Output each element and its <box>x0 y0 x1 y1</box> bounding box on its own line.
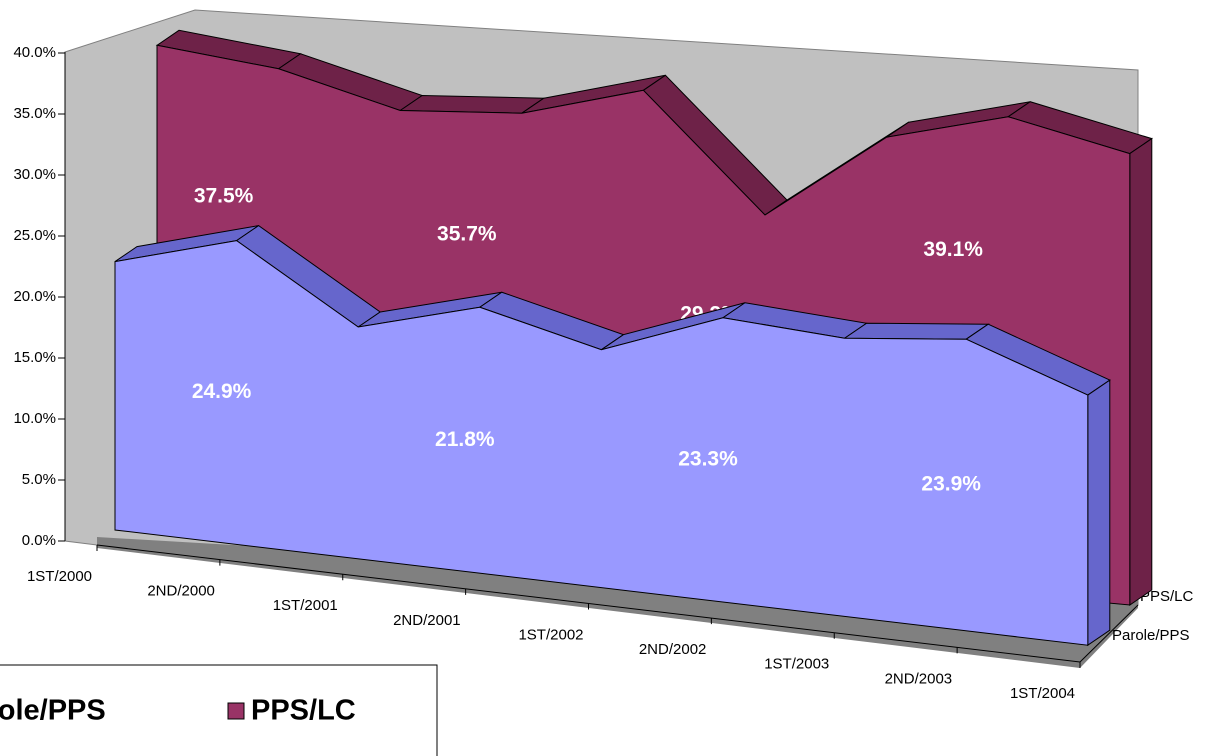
data-label: 23.9% <box>921 473 981 496</box>
x-tick-label: 2ND/2002 <box>639 641 707 658</box>
area-side <box>1129 137 1153 606</box>
x-tick-label: 1ST/2000 <box>27 568 92 585</box>
y-tick-label: 20.0% <box>13 288 56 305</box>
data-label: 24.9% <box>192 380 252 403</box>
y-tick-label: 30.0% <box>13 166 56 183</box>
depth-label: Parole/PPS <box>1112 627 1190 644</box>
y-tick-label: 15.0% <box>13 349 56 366</box>
legend-swatch <box>227 702 245 720</box>
legend-label: PPS/LC <box>251 695 356 727</box>
legend <box>0 664 438 756</box>
data-label: 37.5% <box>194 184 254 207</box>
x-tick-label: 2ND/2001 <box>393 612 461 629</box>
y-tick-label: 25.0% <box>13 227 56 244</box>
depth-label: PPS/LC <box>1140 588 1194 605</box>
depth-axis <box>1079 604 1139 663</box>
floor <box>97 537 1138 668</box>
x-tick-label: 1ST/2002 <box>518 626 583 643</box>
x-tick-label: 1ST/2003 <box>764 656 829 673</box>
data-label: 39.1% <box>923 238 983 261</box>
x-tick-label: 2ND/2003 <box>885 670 953 687</box>
area <box>114 240 1089 646</box>
x-tick-label: 1ST/2001 <box>273 597 338 614</box>
data-label: 35.7% <box>437 223 497 246</box>
data-label: 23.3% <box>678 447 738 470</box>
area-side <box>1087 379 1111 647</box>
y-tick-label: 5.0% <box>22 471 56 488</box>
y-tick-label: 35.0% <box>13 105 56 122</box>
area-top <box>842 322 990 340</box>
y-tick-label: 0.0% <box>22 532 56 549</box>
x-tick-label: 1ST/2004 <box>1010 685 1075 702</box>
y-tick-label: 10.0% <box>13 410 56 427</box>
y-tick-label: 40.0% <box>13 44 56 61</box>
x-tick-label: 2ND/2000 <box>147 583 215 600</box>
legend-label: Parole/PPS <box>0 695 106 727</box>
data-label: 21.8% <box>435 428 495 451</box>
